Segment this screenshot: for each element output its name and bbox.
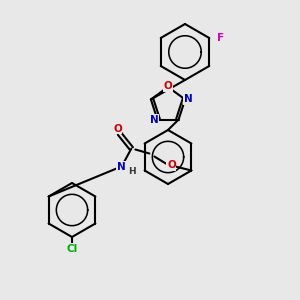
Text: H: H [129,167,136,176]
Text: F: F [217,33,224,43]
Text: N: N [184,94,193,104]
Text: N: N [117,161,126,172]
Text: O: O [164,81,172,91]
Text: N: N [150,115,159,124]
Text: O: O [167,160,176,170]
Text: O: O [113,124,122,134]
Text: Cl: Cl [66,244,78,254]
